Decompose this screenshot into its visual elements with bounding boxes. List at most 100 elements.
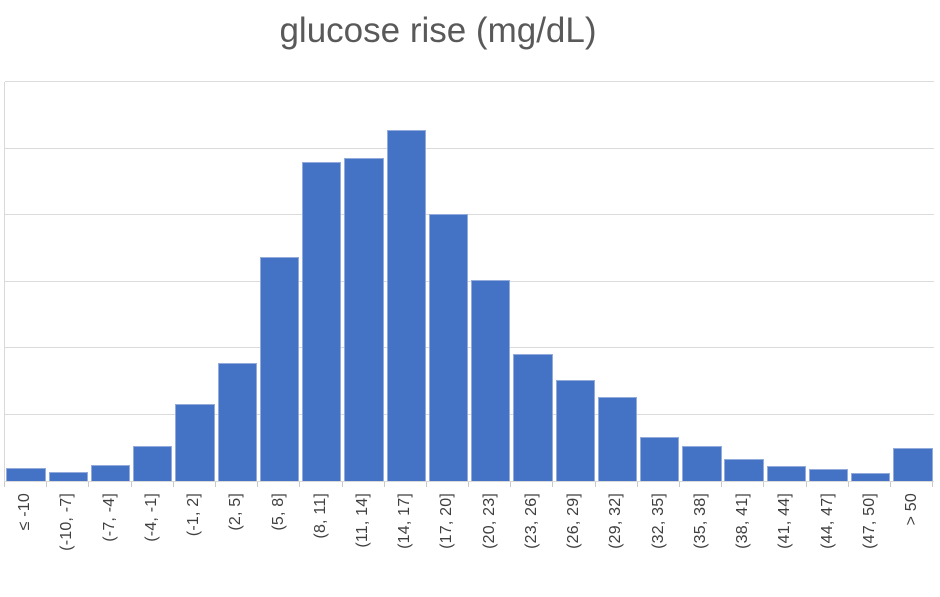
gridline	[5, 81, 934, 82]
x-axis-label-slot: ≤ -10	[4, 493, 46, 593]
tick-mark-cell	[764, 482, 807, 487]
x-axis-label-slot: (-1, 2]	[173, 493, 215, 593]
histogram-bar	[766, 466, 806, 481]
x-axis-label-slot: (29, 32]	[595, 493, 637, 593]
bar-slot	[216, 82, 258, 481]
tick-mark-cell	[174, 482, 216, 487]
histogram-bar	[259, 256, 300, 481]
x-axis-label: (23, 26]	[522, 493, 540, 549]
tick-mark-cell	[5, 482, 48, 487]
histogram-bar	[90, 465, 131, 481]
x-axis-label-slot: (-10, -7]	[46, 493, 88, 593]
tick-mark-cell	[216, 482, 259, 487]
bar-slot	[174, 82, 216, 481]
x-axis-label: (2, 5]	[227, 493, 245, 531]
bar-slot	[850, 82, 892, 481]
x-axis-label-slot: (11, 14]	[342, 493, 384, 593]
bar-slot	[554, 82, 596, 481]
bar-slot	[301, 82, 343, 481]
x-axis-label-slot: (2, 5]	[215, 493, 257, 593]
gridline	[5, 347, 934, 349]
bars-layer	[5, 82, 934, 481]
x-axis-label: ≤ -10	[16, 493, 34, 531]
tick-mark-cell	[891, 482, 934, 487]
bar-slot	[427, 82, 469, 481]
x-axis-label: (32, 35]	[649, 493, 667, 549]
histogram-bar	[344, 158, 384, 481]
bar-slot	[132, 82, 174, 481]
x-axis-label: (44, 47]	[818, 493, 836, 549]
x-axis-label-slot: > 50	[891, 493, 933, 593]
histogram-bar	[302, 162, 342, 481]
gridline	[5, 280, 934, 282]
histogram-bar	[640, 437, 680, 481]
tick-mark-cell	[258, 482, 301, 487]
bar-slot	[385, 82, 427, 481]
x-axis-label-slot: (35, 38]	[680, 493, 722, 593]
x-axis-label: (17, 20]	[438, 493, 456, 549]
tick-mark-cell	[511, 482, 554, 487]
tick-mark-cell	[638, 482, 680, 487]
histogram-bar	[217, 362, 257, 481]
bar-slot	[258, 82, 300, 481]
tick-mark-cell	[469, 482, 512, 487]
x-axis-label-slot: (23, 26]	[511, 493, 553, 593]
x-axis-label-slot: (-7, -4]	[88, 493, 130, 593]
x-axis-label-slot: (14, 17]	[384, 493, 426, 593]
chart-title: glucose rise (mg/dL)	[279, 11, 597, 50]
bar-slot	[5, 82, 47, 481]
gridline	[5, 413, 934, 415]
gridline	[5, 147, 934, 149]
x-axis-label-slot: (8, 11]	[300, 493, 342, 593]
x-axis-label-slot: (20, 23]	[469, 493, 511, 593]
bar-slot	[723, 82, 765, 481]
histogram-bar	[428, 214, 469, 481]
histogram-bar	[808, 469, 849, 481]
tick-mark-cell	[807, 482, 849, 487]
x-axis-label-slot: (-4, -1]	[131, 493, 173, 593]
x-axis-label: (29, 32]	[607, 493, 625, 549]
histogram-bar	[893, 447, 933, 481]
bar-slot	[47, 82, 89, 481]
x-axis-label: (35, 38]	[691, 493, 709, 549]
histogram-bar	[48, 471, 88, 481]
bar-slot	[681, 82, 723, 481]
x-axis-label: (20, 23]	[480, 493, 498, 549]
histogram-bar	[597, 396, 638, 481]
bar-slot	[470, 82, 512, 481]
x-axis-label-slot: (26, 29]	[553, 493, 595, 593]
x-axis-tick-marks	[4, 482, 934, 487]
bar-slot	[596, 82, 638, 481]
x-axis-label: (41, 44]	[776, 493, 794, 549]
bar-slot	[892, 82, 934, 481]
tick-mark-cell	[89, 482, 132, 487]
histogram-bar	[175, 403, 215, 481]
x-axis-label-slot: (5, 8]	[257, 493, 299, 593]
histogram-bar	[471, 280, 511, 481]
histogram-bar	[6, 468, 46, 481]
x-axis-label-slot: (38, 41]	[722, 493, 764, 593]
histogram-bar	[724, 459, 764, 481]
bar-slot	[807, 82, 849, 481]
histogram-bar	[133, 445, 173, 481]
x-axis-labels: ≤ -10 (-10, -7] (-7, -4] (-4, -1] (-1, 2] (2,…	[4, 493, 933, 593]
tick-mark-cell	[385, 482, 427, 487]
tick-mark-cell	[427, 482, 470, 487]
x-axis-label-slot: (17, 20]	[426, 493, 468, 593]
tick-mark-cell	[47, 482, 90, 487]
tick-mark-cell	[553, 482, 596, 487]
tick-mark-cell	[849, 482, 891, 487]
bar-slot	[765, 82, 807, 481]
tick-mark-cell	[596, 482, 638, 487]
plot-area	[4, 81, 934, 482]
bar-slot	[639, 82, 681, 481]
histogram-bar	[851, 473, 891, 481]
x-axis-label: > 50	[903, 493, 921, 526]
tick-mark-cell	[722, 482, 765, 487]
x-axis-label: (5, 8]	[269, 493, 287, 531]
x-axis-label: (26, 29]	[565, 493, 583, 549]
histogram-bar	[682, 445, 722, 481]
tick-mark-cell	[343, 482, 385, 487]
tick-mark-cell	[300, 482, 343, 487]
